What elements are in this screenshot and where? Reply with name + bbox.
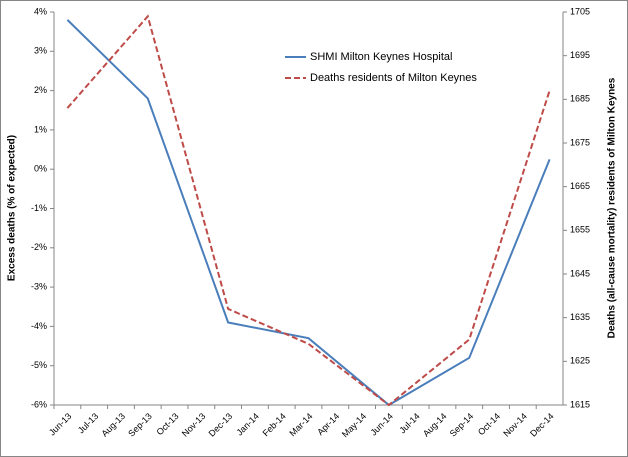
y-tick-label: -6% (31, 399, 47, 409)
y-tick-label: 3% (34, 46, 47, 56)
y-tick-label: -4% (31, 321, 47, 331)
y2-tick-label: 1665 (570, 181, 590, 191)
y-axis-title: Excess deaths (% of expected) (7, 135, 18, 281)
y2-tick-label: 1635 (570, 312, 590, 322)
y2-tick-label: 1615 (570, 399, 590, 409)
y-tick-label: -2% (31, 242, 47, 252)
y-tick-label: 4% (34, 6, 47, 16)
y2-tick-label: 1695 (570, 50, 590, 60)
y-tick-label: 2% (34, 85, 47, 95)
y-tick-label: 1% (34, 124, 47, 134)
y2-tick-label: 1675 (570, 137, 590, 147)
y2-axis-title: Deaths (all-cause mortality) residents o… (607, 77, 618, 338)
y2-tick-label: 1625 (570, 356, 590, 366)
legend-label: Deaths residents of Milton Keynes (310, 72, 477, 84)
y-tick-label: -1% (31, 203, 47, 213)
y2-tick-label: 1705 (570, 6, 590, 16)
series-line (66, 19, 551, 407)
y2-tick-label: 1655 (570, 225, 590, 235)
legend-label: SHMI Milton Keynes Hospital (310, 51, 452, 63)
y-tick-label: -5% (31, 360, 47, 370)
y-tick-label: -3% (31, 281, 47, 291)
y-tick-label: 0% (34, 164, 47, 174)
y2-tick-label: 1685 (570, 94, 590, 104)
series-line (66, 14, 551, 407)
y2-tick-label: 1645 (570, 268, 590, 278)
